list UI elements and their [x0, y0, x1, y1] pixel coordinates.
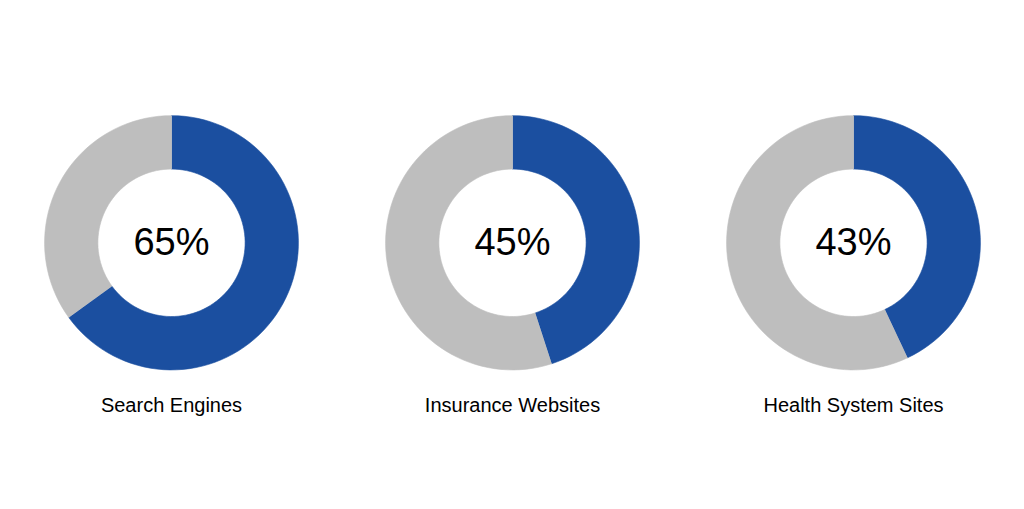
svg-text:45%: 45%: [474, 220, 550, 262]
svg-text:Health System Sites: Health System Sites: [764, 394, 944, 416]
svg-text:Insurance Websites: Insurance Websites: [425, 394, 600, 416]
svg-text:Search Engines: Search Engines: [101, 394, 242, 416]
svg-text:43%: 43%: [816, 220, 892, 262]
svg-text:65%: 65%: [133, 220, 209, 262]
